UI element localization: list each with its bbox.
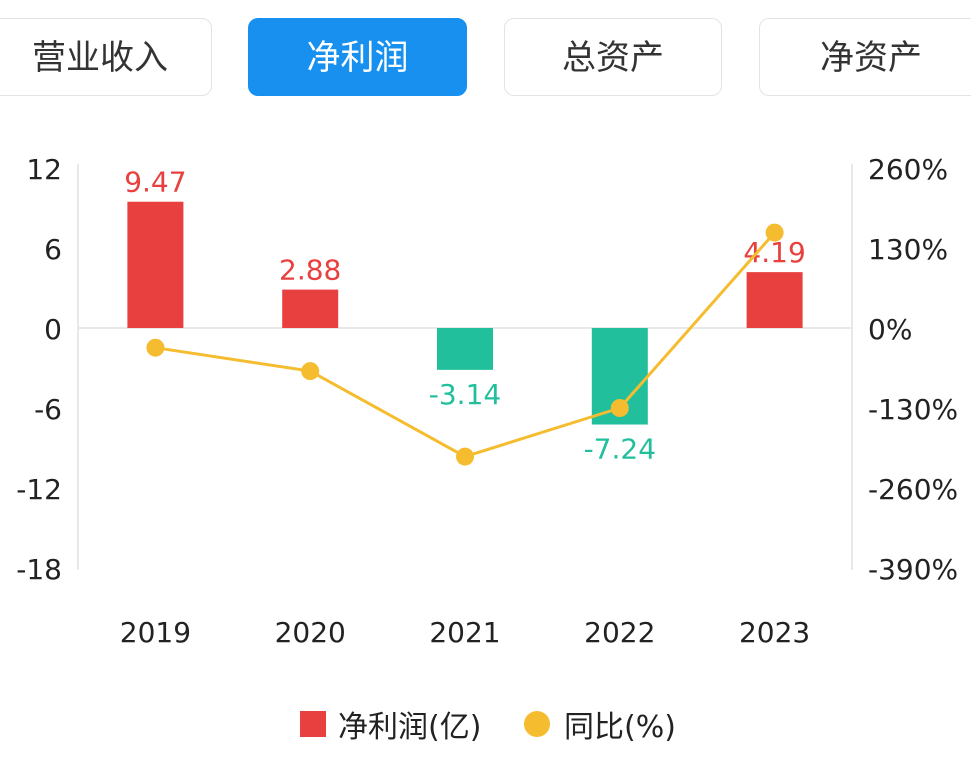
tab-total-assets[interactable]: 总资产 (504, 18, 722, 96)
y-left-tick-label: 0 (44, 313, 62, 346)
bar-2023 (746, 272, 803, 328)
bar-value-label-2021: -3.14 (429, 378, 501, 411)
x-tick-label: 2019 (120, 616, 191, 649)
legend-label-net-profit: 净利润(亿) (338, 710, 482, 745)
tab-net-assets[interactable]: 净资产 (759, 18, 971, 96)
y-right-tick-label: 0% (868, 313, 912, 346)
yoy-point-2020 (301, 362, 320, 381)
y-right-axis: 260% 130% 0% -130% -260% -390% (868, 153, 958, 586)
y-left-tick-label: 6 (44, 233, 62, 266)
yoy-point-2022 (610, 399, 629, 417)
y-right-tick-label: -390% (868, 553, 958, 586)
bar-value-label-2020: 2.88 (279, 254, 341, 287)
yoy-point-2023 (765, 223, 784, 242)
y-right-tick-label: 260% (868, 153, 948, 186)
bar-2021 (437, 328, 493, 370)
net-profit-chart: 12 6 0 -6 -12 -18 260% 130% 0% -130% -260% -390% 9… (16, 153, 958, 649)
x-tick-label: 2020 (275, 616, 346, 649)
bar-2020 (282, 289, 339, 328)
x-tick-label: 2022 (584, 616, 655, 649)
tab-net-profit[interactable]: 净利润 (248, 18, 467, 96)
legend-item-net-profit[interactable]: 净利润(亿) (300, 696, 481, 752)
bar-value-labels: 9.47 2.88 -3.14 -7.24 4.19 (124, 166, 806, 466)
yoy-line-series (146, 223, 784, 466)
legend-label-yoy: 同比(%) (564, 710, 676, 745)
x-axis: 2019 2020 2021 2022 2023 (120, 616, 810, 649)
legend-item-yoy[interactable]: 同比(%) (524, 696, 676, 752)
tab-revenue[interactable]: 营业收入 (0, 18, 212, 96)
bar-value-label-2023: 4.19 (743, 236, 805, 269)
y-left-tick-label: -18 (16, 553, 62, 586)
x-tick-label: 2021 (429, 616, 500, 649)
bar-value-label-2019: 9.47 (124, 166, 186, 199)
legend-swatch-bar (300, 711, 326, 737)
bar-2019 (127, 201, 184, 328)
yoy-point-2021 (456, 447, 474, 466)
y-left-tick-label: -12 (16, 473, 62, 506)
chart-legend: 净利润(亿) 同比(%) (0, 696, 971, 752)
legend-dot-line (524, 711, 550, 737)
y-right-tick-label: 130% (868, 233, 948, 266)
y-right-tick-label: -130% (868, 393, 958, 426)
y-left-tick-label: 12 (26, 153, 62, 186)
yoy-point-2019 (146, 338, 165, 357)
y-left-tick-label: -6 (34, 393, 62, 426)
tab-bar: 营业收入 净利润 总资产 净资产 (0, 0, 971, 110)
x-tick-label: 2023 (739, 616, 810, 649)
bar-value-label-2022: -7.24 (584, 433, 656, 466)
y-right-tick-label: -260% (868, 473, 958, 506)
y-left-axis: 12 6 0 -6 -12 -18 (16, 153, 62, 586)
